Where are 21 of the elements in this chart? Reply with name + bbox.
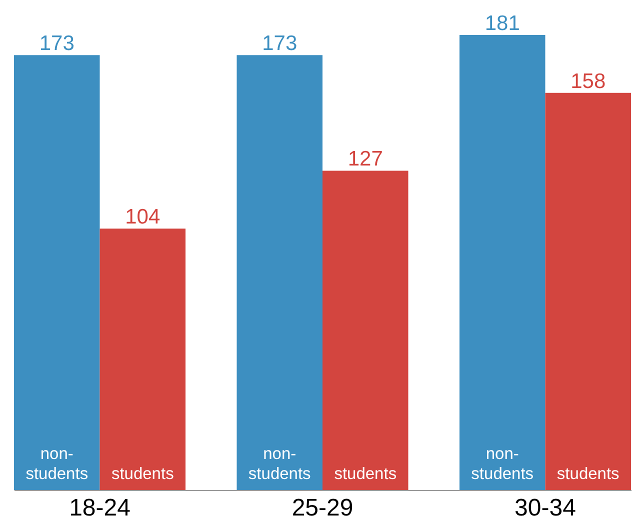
bar — [545, 92, 631, 490]
text: non-students — [471, 445, 534, 483]
data-label: 104 — [125, 206, 160, 229]
series-label: students — [111, 465, 174, 483]
x-tick-label: 30-34 — [514, 494, 576, 521]
bar — [322, 170, 408, 490]
bar — [14, 55, 100, 490]
data-label: 127 — [348, 148, 383, 171]
text: students — [556, 465, 620, 483]
data-label: 181 — [484, 12, 520, 35]
bar — [236, 55, 322, 490]
text: non-students — [248, 445, 311, 483]
bar — [459, 35, 546, 490]
data-label: 173 — [262, 32, 298, 56]
series-label: non-students — [26, 445, 88, 483]
data-label: 158 — [570, 70, 606, 93]
x-tick-label: 18-24 — [69, 494, 130, 521]
data-label: 173 — [39, 32, 74, 56]
bar — [100, 228, 186, 490]
x-tick-label: 25-29 — [292, 494, 354, 521]
text: students — [334, 465, 397, 483]
